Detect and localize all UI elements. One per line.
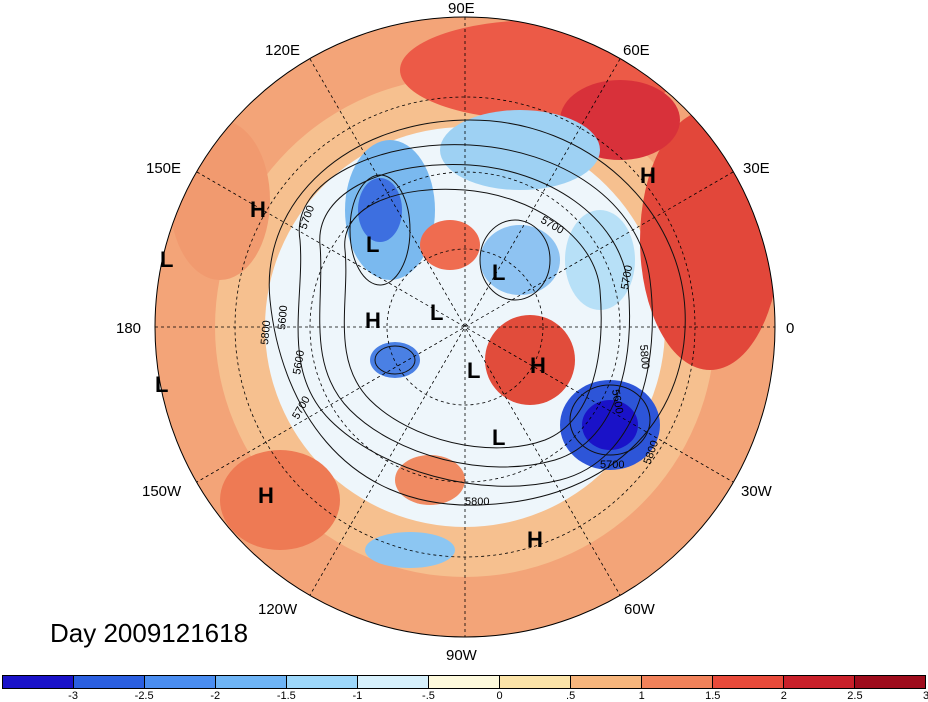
high-center: H — [365, 308, 381, 333]
colorbar-tick-label: 1.5 — [705, 690, 721, 702]
colorbar-tick-label: 0 — [496, 690, 503, 702]
high-center: H — [527, 527, 543, 552]
contour-label: 5600 — [291, 349, 307, 375]
lon-label: 150E — [146, 160, 181, 177]
lon-label: 0 — [786, 320, 794, 337]
lon-label: 90W — [446, 647, 478, 664]
low-center: L — [155, 372, 168, 397]
colorbar-tick-label: -3 — [68, 690, 78, 702]
colorbar-swatch — [713, 676, 784, 688]
colorbar-swatch — [500, 676, 571, 688]
contour-label: 5600 — [609, 388, 625, 414]
lon-label: 180 — [116, 320, 141, 337]
colorbar-swatch — [74, 676, 145, 688]
contour-label: 5700 — [619, 264, 635, 290]
colorbar — [2, 675, 926, 689]
colorbar-tick-label: .5 — [566, 690, 576, 702]
map-title: Day 2009121618 — [50, 618, 249, 648]
colorbar-tick-label: 1 — [638, 690, 645, 702]
colorbar-ticks: -3 -2.5 -2 -1.5 -1 -.5 0 .5 1 1.5 2 2.5 3 — [0, 690, 928, 702]
low-center: L — [492, 425, 505, 450]
longitude-labels: 90E 60E 30E 0 30W 60W 90W 120W 150W 180 … — [116, 0, 794, 664]
colorbar-swatch — [642, 676, 713, 688]
colorbar-tick-label: -.5 — [422, 690, 435, 702]
high-center: H — [640, 163, 656, 188]
height-contours — [268, 119, 686, 506]
lon-label: 30W — [741, 483, 773, 500]
lon-label: 30E — [743, 160, 770, 177]
colorbar-tick-label: 3 — [922, 690, 928, 702]
lon-label: 60E — [623, 42, 650, 59]
high-center: H — [530, 353, 546, 378]
lon-label: 90E — [448, 0, 475, 17]
colorbar-swatch — [287, 676, 358, 688]
lon-label: 120E — [265, 42, 300, 59]
colorbar-swatch — [571, 676, 642, 688]
contour-label: 5800 — [637, 344, 651, 369]
colorbar-swatch — [429, 676, 500, 688]
contour-label: 5700 — [600, 459, 624, 471]
colorbar-tick-label: -2.5 — [134, 690, 154, 702]
lon-label: 150W — [142, 483, 182, 500]
colorbar-tick-label: -1 — [352, 690, 363, 702]
colorbar-tick-label: 2 — [780, 690, 787, 702]
colorbar-swatch — [358, 676, 429, 688]
low-center: L — [366, 232, 379, 257]
lon-label: 120W — [258, 601, 298, 618]
low-center: L — [467, 358, 480, 383]
lon-label: 60W — [624, 601, 656, 618]
pressure-centers: H L L H L L H L L L H H H — [155, 163, 656, 552]
contour-label: 5800 — [465, 496, 489, 508]
anomaly-field — [155, 17, 775, 637]
colorbar-swatch — [145, 676, 216, 688]
low-center: L — [160, 247, 173, 272]
colorbar-swatch — [3, 676, 74, 688]
colorbar-swatch — [784, 676, 855, 688]
colorbar-swatch — [855, 676, 925, 688]
high-center: H — [258, 483, 274, 508]
low-center: L — [430, 300, 443, 325]
high-center: H — [250, 197, 266, 222]
low-center: L — [492, 260, 505, 285]
colorbar-tick-label: -2 — [210, 690, 221, 702]
colorbar-tick-label: 2.5 — [847, 690, 863, 702]
contour-label: 5800 — [259, 320, 273, 345]
colorbar-tick-label: -1.5 — [276, 690, 296, 702]
contour-label: 5600 — [276, 305, 290, 330]
colorbar-swatch — [216, 676, 287, 688]
